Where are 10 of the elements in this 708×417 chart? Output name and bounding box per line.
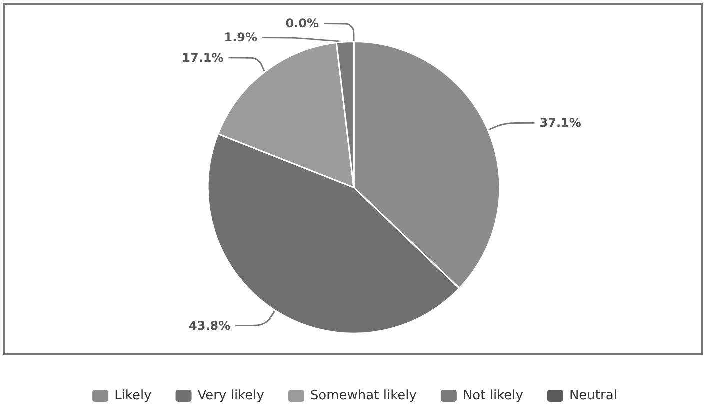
data-label: 37.1% xyxy=(540,116,582,130)
text: 0.0% xyxy=(286,16,319,31)
data-label: 43.8% xyxy=(188,318,231,333)
data-label: 1.9% xyxy=(224,30,258,45)
legend-label: Very likely xyxy=(198,388,265,404)
legend-label: Likely xyxy=(114,388,152,404)
legend-label: Somewhat likely xyxy=(310,388,418,404)
legend-label: Neutral xyxy=(569,388,618,404)
data-label: 17.1% xyxy=(182,50,224,65)
legend-label: Not likely xyxy=(462,388,524,404)
